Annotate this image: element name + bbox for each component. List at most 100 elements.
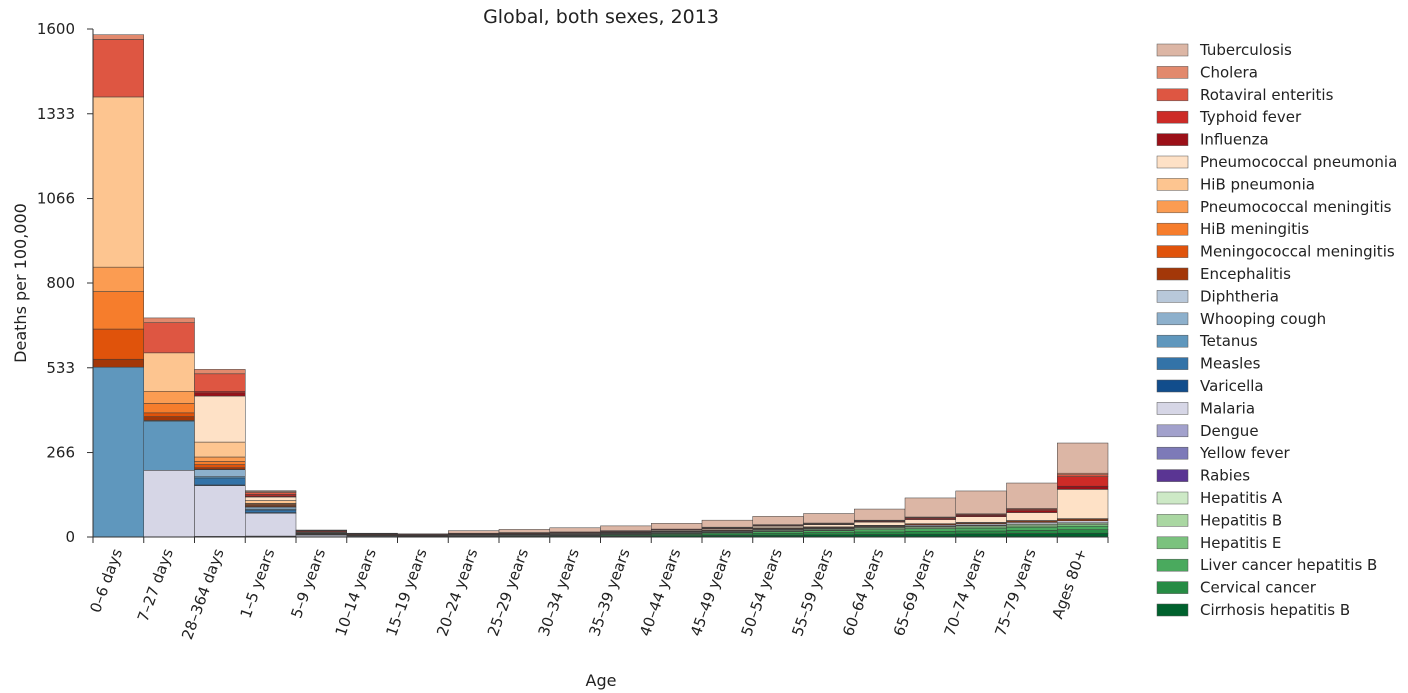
x-tick-label: 25–29 years: [484, 546, 532, 639]
legend-swatch-dengue: [1156, 424, 1189, 438]
x-tick-label: 0–6 days: [86, 546, 126, 615]
bar-segment-pneumococcal-pneumonia-15: [854, 521, 906, 526]
bar-segment-pneumococcal-pneumonia-17: [955, 516, 1007, 523]
legend-label-tetanus: Tetanus: [1199, 332, 1258, 350]
y-tick-label: 533: [46, 359, 75, 377]
chart-title: Global, both sexes, 2013: [483, 6, 719, 28]
legend-label-meningococcal-meningitis: Meningococcal meningitis: [1200, 243, 1395, 261]
bar-segment-hib-pneumonia-1: [143, 352, 195, 392]
bar-segment-tuberculosis-12: [701, 519, 753, 528]
legend-label-cirrhosis-hepatitis-b: Cirrhosis hepatitis B: [1200, 601, 1350, 619]
legend-label-yellow-fever: Yellow fever: [1199, 444, 1291, 462]
bar-segment-pneumococcal-pneumonia-2: [194, 395, 246, 443]
legend: Tuberculosis Cholera Rotaviral enteritis Ty…: [1156, 41, 1397, 619]
legend-swatch-pneumococcal-pneumonia: [1156, 155, 1189, 169]
bar-segment-tuberculosis-17: [955, 490, 1007, 515]
legend-label-rabies: Rabies: [1200, 467, 1250, 485]
bar-segment-cervical-cancer-16: [904, 531, 956, 535]
bar-segment-liver-cancer-hepatitis-b-19: [1057, 525, 1109, 530]
bar-segment-hib-meningitis-0: [92, 291, 144, 330]
y-tick-label: 1066: [37, 190, 75, 208]
legend-swatch-pneumococcal-meningitis: [1156, 200, 1189, 214]
y-tick-label: 1600: [37, 20, 75, 38]
bar-segment-malaria-1: [143, 470, 195, 538]
bar-segment-rotaviral-enteritis-1: [143, 322, 195, 354]
bar-segment-rotaviral-enteritis-2: [194, 373, 246, 392]
bar-segment-tuberculosis-18: [1006, 482, 1058, 509]
legend-label-cholera: Cholera: [1200, 63, 1258, 81]
legend-swatch-cirrhosis-hepatitis-b: [1156, 603, 1189, 617]
bar-segment-pneumococcal-pneumonia-19: [1057, 489, 1109, 519]
bar-segment-cholera-1: [143, 317, 195, 323]
legend-swatch-rotaviral-enteritis: [1156, 88, 1189, 102]
bar-segment-hib-pneumonia-0: [92, 96, 144, 268]
legend-label-malaria: Malaria: [1200, 399, 1255, 417]
bar-segment-tetanus-1: [143, 420, 195, 471]
bar-segment-liver-cancer-hepatitis-b-18: [1006, 526, 1058, 531]
bar-segment-tuberculosis-16: [904, 497, 956, 518]
legend-label-encephalitis: Encephalitis: [1200, 265, 1291, 283]
bar-segment-cholera-2: [194, 369, 246, 375]
bar-segment-pneumococcal-pneumonia-3: [245, 496, 297, 501]
bar-segment-typhoid-fever-19: [1057, 476, 1109, 487]
bar-segment-tuberculosis-3: [245, 490, 297, 492]
legend-swatch-tuberculosis: [1156, 43, 1189, 57]
bar-segment-measles-2: [194, 477, 246, 486]
bars-group: [92, 34, 1109, 538]
bar-segment-cirrhosis-hepatitis-b-18: [1006, 533, 1058, 538]
y-tick-label: 266: [46, 444, 75, 462]
x-tick-label: 45–49 years: [687, 546, 735, 639]
x-tick-label: Ages 80+: [1048, 546, 1090, 621]
bar-segment-liver-cancer-hepatitis-b-15: [854, 529, 906, 533]
bar-segment-influenza-19: [1057, 485, 1109, 490]
legend-swatch-encephalitis: [1156, 267, 1189, 281]
legend-swatch-cervical-cancer: [1156, 581, 1189, 594]
legend-label-rotaviral-enteritis: Rotaviral enteritis: [1200, 86, 1334, 104]
bar-segment-tuberculosis-11: [651, 523, 703, 530]
bar-segment-pneumococcal-pneumonia-18: [1006, 512, 1058, 521]
bar-segment-pneumococcal-meningitis-2: [194, 456, 246, 462]
bar-segment-cervical-cancer-14: [803, 532, 855, 536]
legend-swatch-liver-cancer-hepatitis-b: [1156, 558, 1189, 572]
legend-swatch-measles: [1156, 357, 1189, 370]
legend-swatch-hepatitis-a: [1156, 491, 1189, 505]
legend-label-hepatitis-a: Hepatitis A: [1200, 489, 1283, 507]
legend-swatch-hib-pneumonia: [1156, 178, 1189, 191]
bar-segment-tuberculosis-9: [549, 527, 601, 533]
legend-label-whooping-cough: Whooping cough: [1200, 310, 1326, 328]
y-axis: 0 266 533 800 1066 1333 1600: [37, 20, 94, 546]
bar-segment-cervical-cancer-13: [752, 532, 804, 536]
x-tick-label: 75–79 years: [991, 546, 1039, 639]
legend-label-typhoid-fever: Typhoid fever: [1199, 108, 1302, 126]
legend-label-pneumococcal-pneumonia: Pneumococcal pneumonia: [1200, 153, 1397, 171]
x-axis-label: Age: [586, 671, 617, 690]
x-tick-label: 50–54 years: [738, 546, 786, 639]
legend-swatch-hib-meningitis: [1156, 222, 1189, 236]
legend-swatch-whooping-cough: [1156, 312, 1189, 326]
legend-label-pneumococcal-meningitis: Pneumococcal meningitis: [1200, 198, 1392, 216]
x-tick-label: 10–14 years: [332, 546, 380, 639]
x-tick-label: 20–24 years: [433, 546, 481, 639]
x-tick-label: 55–59 years: [788, 546, 836, 639]
y-tick-label: 1333: [37, 105, 75, 123]
bar-segment-hib-pneumonia-2: [194, 441, 246, 458]
legend-label-hib-meningitis: HiB meningitis: [1200, 220, 1309, 238]
bar-segment-tuberculosis-13: [752, 516, 804, 525]
bar-segment-cervical-cancer-15: [854, 531, 906, 535]
y-tick-label: 800: [46, 274, 75, 292]
x-tick-label: 5–9 years: [287, 546, 329, 621]
bar-segment-hib-meningitis-2: [194, 461, 246, 465]
legend-swatch-hepatitis-e: [1156, 536, 1189, 550]
legend-label-hepatitis-e: Hepatitis E: [1200, 534, 1281, 552]
bar-segment-meningococcal-meningitis-2: [194, 464, 246, 469]
legend-label-hib-pneumonia: HiB pneumonia: [1200, 175, 1315, 193]
legend-swatch-meningococcal-meningitis: [1156, 245, 1189, 258]
legend-label-diphtheria: Diphtheria: [1200, 287, 1279, 305]
bar-segment-tuberculosis-8: [498, 529, 550, 533]
bar-segment-measles-3: [245, 509, 297, 513]
legend-swatch-rabies: [1156, 469, 1189, 482]
x-tick-label: 60–64 years: [839, 546, 887, 639]
bar-segment-tetanus-0: [92, 366, 144, 538]
legend-swatch-hepatitis-b: [1156, 514, 1189, 527]
